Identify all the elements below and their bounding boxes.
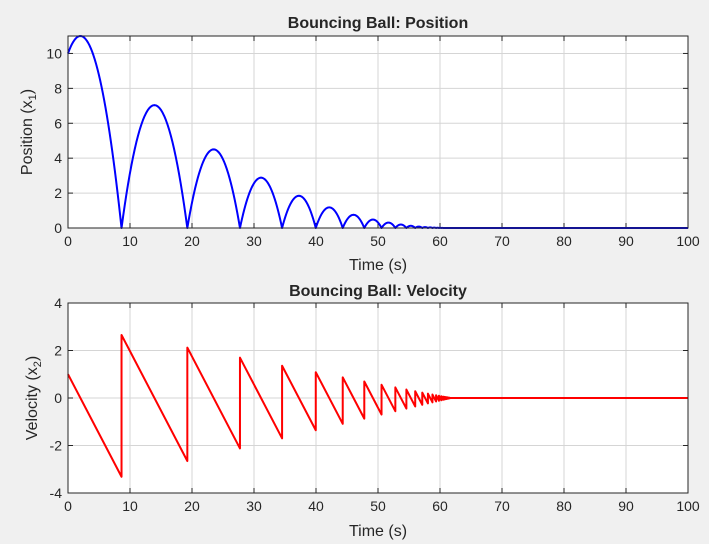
position-y-tick-label: 0 <box>54 220 62 236</box>
position-y-tick-label: 4 <box>54 150 62 166</box>
velocity-ylabel: Velocity (x2) <box>24 356 44 440</box>
position-x-tick-label: 50 <box>370 233 386 249</box>
velocity-x-tick-label: 90 <box>618 498 634 514</box>
velocity-frame <box>67 302 689 494</box>
position-y-tick-label: 6 <box>54 115 62 131</box>
velocity-y-tick-label: -2 <box>50 438 63 454</box>
velocity-y-tick-label: -4 <box>50 485 63 501</box>
position-y-tick-label: 8 <box>54 80 62 96</box>
velocity-y-tick-label: 0 <box>54 390 62 406</box>
position-x-tick-label: 80 <box>556 233 572 249</box>
position-xlabel: Time (s) <box>349 257 407 274</box>
velocity-series-line <box>67 333 688 478</box>
position-y-tick-label: 2 <box>54 185 62 201</box>
velocity-x-tick-label: 20 <box>184 498 200 514</box>
position-x-tick-label: 90 <box>618 233 634 249</box>
velocity-x-tick-label: 100 <box>676 498 700 514</box>
position-x-tick-label: 40 <box>308 233 324 249</box>
position-plot: Bouncing Ball: Position 0 10 20 30 40 50 60 70 8… <box>19 15 700 274</box>
velocity-x-tick-label: 40 <box>308 498 324 514</box>
velocity-x-tick-label: 0 <box>64 498 72 514</box>
position-gridlines <box>68 36 688 228</box>
velocity-x-tick-label: 70 <box>494 498 510 514</box>
position-y-tick-label: 10 <box>46 45 62 61</box>
position-x-tick-label: 70 <box>494 233 510 249</box>
velocity-ylabel-main: Velocity (x <box>24 367 41 440</box>
velocity-x-tick-label: 30 <box>246 498 262 514</box>
velocity-xlabel: Time (s) <box>349 523 407 540</box>
position-frame <box>67 35 689 229</box>
position-ylabel-close: ) <box>19 89 36 94</box>
position-x-tick-label: 100 <box>676 233 700 249</box>
position-ylabel: Position (x1) <box>19 89 39 175</box>
velocity-ylabel-close: ) <box>24 356 41 361</box>
velocity-ticks: 0 10 20 30 40 50 60 70 80 90 100 -4 -2 0 2 4 <box>50 295 700 514</box>
position-plot-title: Bouncing Ball: Position <box>288 15 468 32</box>
position-ylabel-sub: 1 <box>27 94 39 100</box>
velocity-ylabel-sub: 2 <box>32 361 44 367</box>
position-ticks: 0 10 20 30 40 50 60 70 80 90 100 0 2 4 6 8 10 <box>46 36 700 249</box>
position-x-tick-label: 0 <box>64 233 72 249</box>
velocity-x-tick-label: 10 <box>122 498 138 514</box>
velocity-x-tick-label: 80 <box>556 498 572 514</box>
velocity-plot: Bouncing Ball: Velocity 0 10 20 30 40 50 60 70 8… <box>24 283 700 540</box>
velocity-plot-title: Bouncing Ball: Velocity <box>289 283 467 300</box>
velocity-y-tick-label: 4 <box>54 295 62 311</box>
velocity-x-tick-label: 60 <box>432 498 448 514</box>
position-ylabel-main: Position (x <box>19 100 36 175</box>
position-x-tick-label: 10 <box>122 233 138 249</box>
position-x-tick-label: 60 <box>432 233 448 249</box>
velocity-y-tick-label: 2 <box>54 343 62 359</box>
position-x-tick-label: 20 <box>184 233 200 249</box>
position-x-tick-label: 30 <box>246 233 262 249</box>
velocity-x-tick-label: 50 <box>370 498 386 514</box>
